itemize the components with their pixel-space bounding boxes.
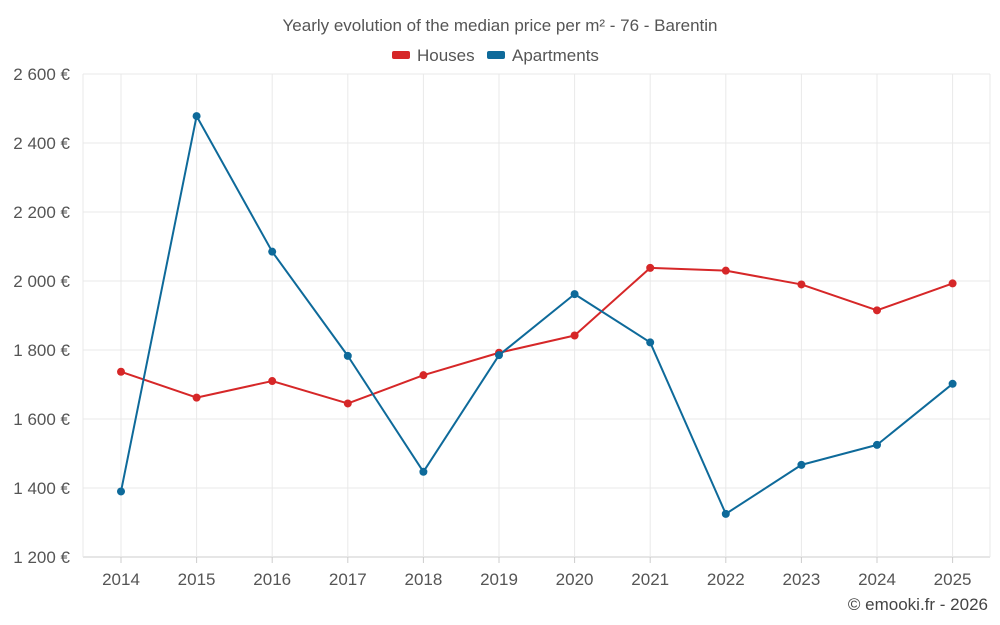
data-point-apartments-2017[interactable] bbox=[343, 351, 352, 360]
y-tick-label: 1 800 € bbox=[13, 341, 70, 360]
data-point-apartments-2018[interactable] bbox=[419, 467, 428, 476]
series-line-apartments bbox=[120, 115, 954, 515]
y-axis: 1 200 € 1 400 € 1 600 € 1 800 € 2 000 € 2 200… bbox=[13, 65, 70, 567]
data-point-apartments-2014[interactable] bbox=[117, 487, 125, 496]
data-point-apartments-2025[interactable] bbox=[948, 379, 957, 388]
legend-label: Apartments bbox=[512, 46, 599, 65]
legend-item-apartments[interactable]: Apartments bbox=[487, 46, 599, 65]
series-houses bbox=[117, 263, 957, 408]
data-point-apartments-2019[interactable] bbox=[495, 351, 503, 360]
data-point-apartments-2023[interactable] bbox=[797, 460, 806, 469]
data-point-houses-2022[interactable] bbox=[721, 266, 730, 275]
data-point-apartments-2020[interactable] bbox=[570, 290, 579, 299]
legend: Houses Apartments bbox=[392, 46, 599, 65]
y-tick-label: 2 000 € bbox=[13, 272, 70, 291]
series bbox=[117, 112, 957, 518]
y-tick-label: 1 400 € bbox=[13, 479, 70, 498]
y-tick-label: 2 400 € bbox=[13, 134, 70, 153]
y-tick-label: 1 200 € bbox=[13, 548, 70, 567]
data-point-houses-2024[interactable] bbox=[873, 306, 881, 315]
x-tick-label: 2014 bbox=[102, 570, 140, 589]
y-tick-label: 2 600 € bbox=[13, 65, 70, 84]
x-tick-label: 2025 bbox=[934, 570, 972, 589]
series-line-houses bbox=[120, 266, 953, 405]
data-point-houses-2020[interactable] bbox=[570, 331, 579, 340]
data-point-houses-2015[interactable] bbox=[192, 393, 201, 402]
data-point-houses-2023[interactable] bbox=[797, 280, 806, 289]
data-point-apartments-2015[interactable] bbox=[192, 112, 201, 121]
data-point-apartments-2016[interactable] bbox=[268, 247, 277, 256]
data-point-apartments-2021[interactable] bbox=[646, 338, 655, 347]
x-tick-label: 2024 bbox=[858, 570, 896, 589]
x-tick-label: 2015 bbox=[178, 570, 216, 589]
x-tick-label: 2019 bbox=[480, 570, 518, 589]
data-point-houses-2021[interactable] bbox=[646, 263, 655, 272]
grid bbox=[82, 73, 991, 558]
legend-swatch bbox=[487, 51, 505, 59]
x-tick-label: 2022 bbox=[707, 570, 745, 589]
legend-swatch bbox=[392, 51, 410, 59]
data-point-apartments-2022[interactable] bbox=[721, 509, 730, 518]
data-point-houses-2017[interactable] bbox=[343, 399, 352, 408]
x-tick-label: 2023 bbox=[782, 570, 820, 589]
x-axis: 2014 2015 2016 2017 2018 2019 2020 2021 2022 2023… bbox=[102, 557, 972, 589]
x-tick-label: 2018 bbox=[404, 570, 442, 589]
series-apartments bbox=[117, 112, 957, 518]
y-tick-label: 2 200 € bbox=[13, 203, 70, 222]
legend-label: Houses bbox=[417, 46, 475, 65]
y-tick-label: 1 600 € bbox=[13, 410, 70, 429]
x-tick-label: 2021 bbox=[631, 570, 669, 589]
credit-text: © emooki.fr - 2026 bbox=[848, 595, 988, 614]
x-tick-label: 2020 bbox=[556, 570, 594, 589]
chart-title: Yearly evolution of the median price per… bbox=[283, 16, 718, 35]
data-point-houses-2025[interactable] bbox=[948, 279, 957, 288]
data-point-houses-2018[interactable] bbox=[419, 371, 428, 380]
data-point-houses-2016[interactable] bbox=[268, 377, 277, 386]
data-point-houses-2014[interactable] bbox=[117, 367, 125, 376]
legend-item-houses[interactable]: Houses bbox=[392, 46, 475, 65]
x-tick-label: 2016 bbox=[253, 570, 291, 589]
data-point-apartments-2024[interactable] bbox=[873, 440, 881, 449]
x-tick-label: 2017 bbox=[329, 570, 367, 589]
